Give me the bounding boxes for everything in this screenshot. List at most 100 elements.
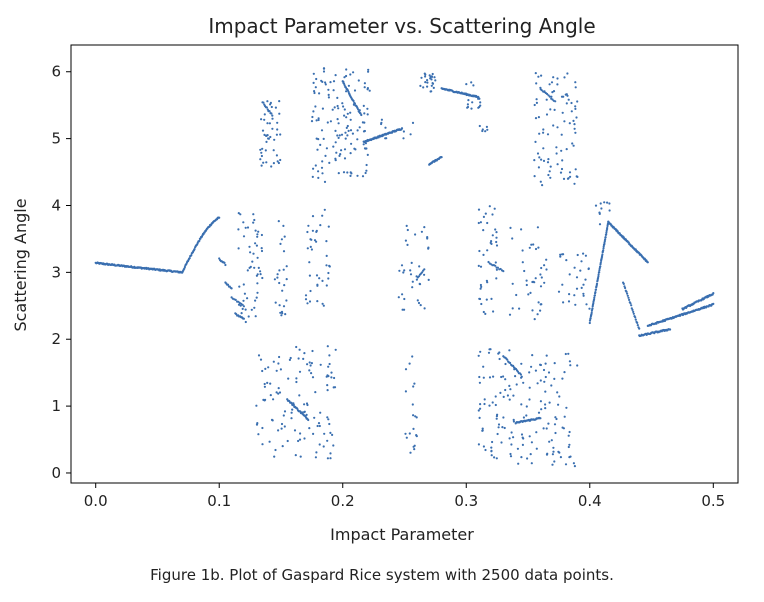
data-point — [329, 431, 332, 434]
data-point — [347, 129, 350, 132]
data-point — [572, 119, 575, 122]
data-point — [311, 349, 314, 353]
data-point — [321, 160, 324, 163]
data-point — [306, 403, 309, 407]
data-point — [343, 76, 346, 79]
data-point — [420, 230, 423, 233]
data-point — [264, 367, 267, 370]
data-point — [218, 257, 221, 260]
data-point — [599, 202, 602, 205]
data-point — [422, 86, 425, 89]
data-point — [573, 127, 576, 130]
data-point — [279, 158, 282, 162]
data-point — [502, 395, 505, 398]
data-point — [477, 443, 480, 446]
data-point — [490, 297, 493, 300]
data-point — [487, 351, 491, 354]
data-point — [345, 74, 348, 78]
data-point — [418, 282, 421, 285]
data-point — [509, 388, 512, 391]
data-point — [565, 93, 568, 96]
data-point — [324, 81, 327, 84]
data-point — [542, 427, 545, 430]
data-point — [533, 318, 536, 321]
data-point — [568, 430, 571, 434]
data-point — [322, 67, 326, 70]
data-point — [339, 153, 342, 156]
data-point — [495, 244, 499, 247]
data-point — [497, 352, 500, 355]
data-point — [539, 400, 543, 403]
data-point — [480, 285, 483, 288]
data-point — [531, 354, 534, 357]
data-point — [510, 443, 513, 446]
data-point — [405, 436, 408, 439]
data-point — [312, 81, 315, 84]
data-point — [345, 90, 348, 93]
data-point — [413, 448, 416, 451]
data-point — [430, 75, 434, 78]
data-point — [308, 274, 311, 277]
data-point — [426, 85, 429, 88]
data-point — [568, 273, 571, 276]
data-point — [290, 401, 293, 405]
data-point — [322, 137, 325, 140]
data-point — [241, 303, 244, 306]
data-point — [526, 457, 529, 460]
data-point — [582, 294, 585, 297]
data-point — [242, 305, 245, 308]
data-point — [479, 350, 482, 353]
data-point — [247, 315, 250, 318]
data-point — [295, 377, 298, 380]
data-point — [237, 212, 240, 215]
data-point — [303, 410, 306, 413]
data-point — [269, 101, 272, 104]
data-point — [198, 239, 201, 242]
data-point — [327, 225, 330, 228]
data-point — [269, 382, 272, 385]
data-point — [545, 113, 549, 116]
data-point — [342, 82, 346, 85]
data-point — [430, 90, 433, 93]
data-point — [251, 260, 254, 263]
data-point — [491, 234, 494, 237]
data-point — [401, 293, 404, 296]
data-point — [561, 283, 564, 286]
data-point — [234, 298, 237, 301]
data-point — [538, 132, 541, 135]
data-point — [560, 149, 563, 152]
data-point — [254, 315, 257, 318]
data-point — [479, 101, 482, 104]
data-point — [535, 447, 538, 450]
data-point — [488, 376, 492, 379]
data-point — [573, 294, 576, 297]
data-point — [246, 269, 249, 272]
data-point — [314, 391, 317, 394]
data-point — [360, 113, 363, 117]
data-point — [408, 432, 411, 435]
data-point — [417, 275, 421, 278]
data-point — [323, 432, 326, 435]
data-point — [308, 361, 311, 364]
data-point — [262, 161, 265, 164]
data-point — [539, 363, 542, 366]
data-point — [576, 253, 579, 257]
data-point — [273, 138, 276, 141]
data-point — [544, 407, 547, 410]
data-point — [550, 439, 553, 442]
data-point — [274, 448, 277, 452]
data-point — [316, 284, 319, 287]
data-point — [280, 422, 284, 426]
x-axis-label: Impact Parameter — [330, 525, 474, 544]
data-point — [265, 140, 268, 143]
data-point — [520, 376, 523, 379]
data-point — [478, 249, 481, 253]
data-point — [481, 129, 484, 133]
data-point — [314, 86, 317, 89]
data-point — [252, 221, 255, 224]
data-point — [325, 264, 328, 267]
data-point — [361, 175, 365, 178]
data-point — [304, 294, 308, 297]
x-tick-label: 0.4 — [578, 492, 602, 510]
data-point — [426, 79, 429, 82]
